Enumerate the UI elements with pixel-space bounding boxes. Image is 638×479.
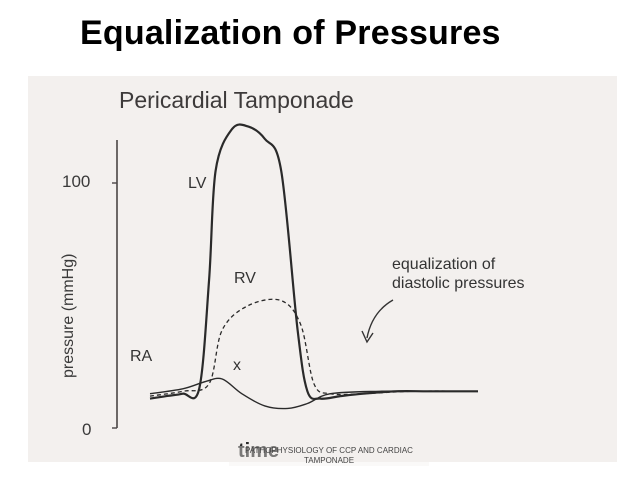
label-rv: RV [234, 270, 256, 287]
x-axis-label: time [238, 440, 280, 462]
series-ra-line [149, 377, 478, 410]
series-lv-line [149, 123, 478, 401]
annotation-line-2: diastolic pressures [392, 275, 525, 292]
slide-footer: PATHOPHYSIOLOGY OF CCP AND CARDIAC TAMPO… [229, 446, 429, 466]
label-x: x [233, 357, 241, 374]
annotation-line-1: equalization of [392, 256, 496, 273]
annotation-arrow [366, 299, 394, 339]
label-lv: LV [188, 175, 207, 192]
tick-label-100: 100 [62, 172, 91, 191]
label-ra: RA [130, 348, 153, 365]
equalization-annotation: equalization of diastolic pressures [392, 255, 525, 293]
slide-title: Equalization of Pressures [80, 14, 501, 52]
y-axis-label: pressure (mmHg) [60, 253, 77, 378]
chart-curves [149, 123, 479, 410]
figure-title: Pericardial Tamponade [119, 87, 354, 113]
tick-label-0: 0 [82, 420, 92, 439]
annotation-arrowhead [361, 330, 374, 344]
series-rv-line [149, 298, 479, 397]
